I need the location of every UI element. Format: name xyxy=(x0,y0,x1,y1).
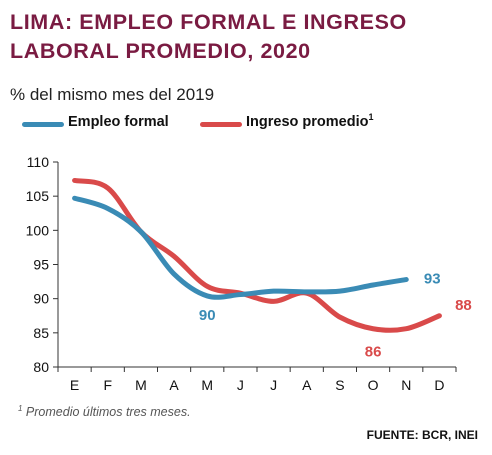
data-label: 93 xyxy=(424,271,441,288)
legend-label-ingreso-wrap: Ingreso promedio1 xyxy=(246,112,374,130)
y-tick-label: 85 xyxy=(33,325,49,341)
x-tick-label: S xyxy=(335,377,344,393)
x-tick-label: J xyxy=(237,377,244,393)
line-chart: 80 85 90 95 100 105 110 E F M A M J J A S O N D 90 93 86 88 xyxy=(26,154,472,393)
data-label: 88 xyxy=(455,297,472,314)
x-tick-label: O xyxy=(368,377,379,393)
data-label: 90 xyxy=(199,307,216,324)
x-tick-label: A xyxy=(169,377,179,393)
y-tick-label: 95 xyxy=(33,257,49,273)
footnote-marker: 1 xyxy=(18,404,23,413)
footnote: 1 Promedio últimos tres meses. xyxy=(18,404,191,419)
x-tick-label: D xyxy=(434,377,444,393)
x-tick-label: M xyxy=(201,377,213,393)
y-tick-label: 105 xyxy=(26,188,50,204)
legend-swatch-empleo xyxy=(22,122,64,127)
chart-subtitle: % del mismo mes del 2019 xyxy=(10,85,215,104)
x-tick-label: M xyxy=(135,377,147,393)
data-label: 86 xyxy=(365,344,382,361)
legend-footnote-marker: 1 xyxy=(368,112,374,123)
chart-title-line-1: LIMA: EMPLEO FORMAL E INGRESO xyxy=(10,10,407,34)
x-tick-label: J xyxy=(270,377,277,393)
y-tick-label: 90 xyxy=(33,291,49,307)
chart-title-line-2: LABORAL PROMEDIO, 2020 xyxy=(10,39,311,63)
legend-label-empleo: Empleo formal xyxy=(68,114,169,130)
footnote-text: Promedio últimos tres meses. xyxy=(22,405,191,420)
x-tick-label: F xyxy=(103,377,112,393)
x-tick-label: N xyxy=(401,377,411,393)
series-line-ingreso xyxy=(72,177,442,333)
source-note: FUENTE: BCR, INEI xyxy=(366,428,478,442)
series-line-empleo xyxy=(72,195,409,300)
y-tick-label: 110 xyxy=(27,154,50,170)
legend-swatch-ingreso xyxy=(200,122,242,127)
y-tick-label: 80 xyxy=(33,359,49,375)
x-tick-label: A xyxy=(302,377,312,393)
chart-title: LIMA: EMPLEO FORMAL E INGRESO LABORAL PR… xyxy=(10,8,480,66)
x-tick-label: E xyxy=(70,377,79,393)
legend-label-ingreso: Ingreso promedio xyxy=(246,114,369,130)
y-tick-label: 100 xyxy=(26,222,50,238)
